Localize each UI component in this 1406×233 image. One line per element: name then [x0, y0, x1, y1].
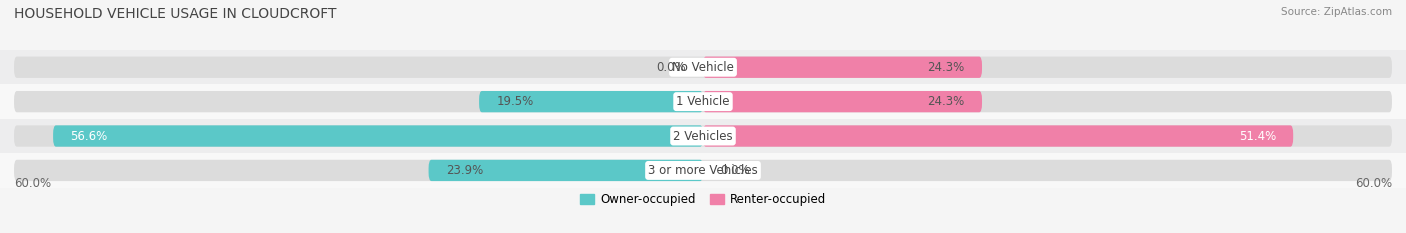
Text: 19.5%: 19.5%	[496, 95, 533, 108]
FancyBboxPatch shape	[14, 160, 1392, 181]
Bar	[0, 84, 1406, 119]
Text: 0.0%: 0.0%	[720, 164, 749, 177]
FancyBboxPatch shape	[53, 125, 703, 147]
Text: HOUSEHOLD VEHICLE USAGE IN CLOUDCROFT: HOUSEHOLD VEHICLE USAGE IN CLOUDCROFT	[14, 7, 336, 21]
Text: 24.3%: 24.3%	[928, 61, 965, 74]
FancyBboxPatch shape	[14, 57, 1392, 78]
Text: 3 or more Vehicles: 3 or more Vehicles	[648, 164, 758, 177]
FancyBboxPatch shape	[14, 125, 1392, 147]
Legend: Owner-occupied, Renter-occupied: Owner-occupied, Renter-occupied	[575, 189, 831, 211]
Bar	[0, 153, 1406, 188]
FancyBboxPatch shape	[703, 91, 981, 112]
Text: 60.0%: 60.0%	[14, 177, 51, 190]
Text: 23.9%: 23.9%	[446, 164, 484, 177]
FancyBboxPatch shape	[703, 57, 981, 78]
Text: No Vehicle: No Vehicle	[672, 61, 734, 74]
Text: 24.3%: 24.3%	[928, 95, 965, 108]
Text: 2 Vehicles: 2 Vehicles	[673, 130, 733, 143]
Text: 51.4%: 51.4%	[1239, 130, 1277, 143]
FancyBboxPatch shape	[479, 91, 703, 112]
Text: 1 Vehicle: 1 Vehicle	[676, 95, 730, 108]
Bar	[0, 50, 1406, 84]
Text: 60.0%: 60.0%	[1355, 177, 1392, 190]
FancyBboxPatch shape	[703, 125, 1294, 147]
Text: Source: ZipAtlas.com: Source: ZipAtlas.com	[1281, 7, 1392, 17]
Bar	[0, 119, 1406, 153]
Text: 56.6%: 56.6%	[70, 130, 108, 143]
FancyBboxPatch shape	[429, 160, 703, 181]
Text: 0.0%: 0.0%	[657, 61, 686, 74]
FancyBboxPatch shape	[14, 91, 1392, 112]
